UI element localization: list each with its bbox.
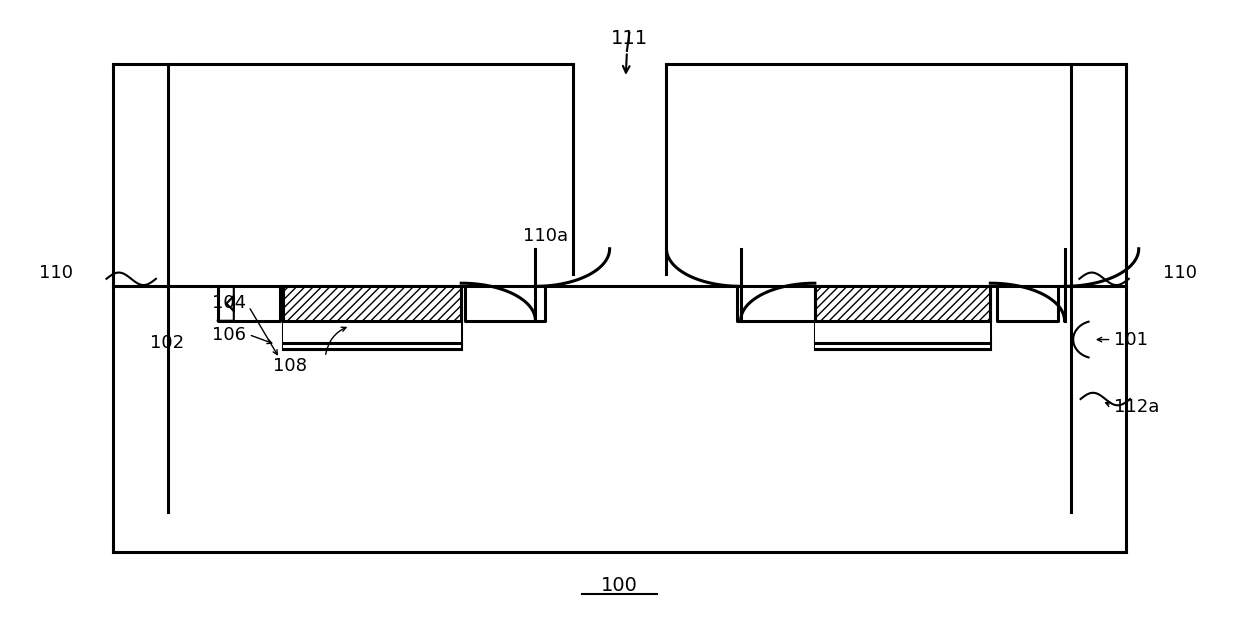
Text: 112a: 112a (1114, 398, 1160, 416)
Text: 102: 102 (150, 333, 185, 352)
Text: 110: 110 (40, 264, 73, 282)
Text: 110: 110 (1163, 264, 1197, 282)
Text: 104: 104 (212, 294, 247, 312)
Bar (284, 321, 461, 349)
Text: 106: 106 (212, 326, 247, 344)
Text: 108: 108 (274, 357, 307, 375)
Bar (815, 286, 990, 349)
Text: 101: 101 (1114, 331, 1149, 348)
Bar (284, 286, 461, 349)
Text: 110a: 110a (523, 227, 567, 245)
Bar (815, 321, 990, 349)
Text: 100: 100 (601, 576, 638, 595)
Text: 111: 111 (611, 30, 648, 48)
